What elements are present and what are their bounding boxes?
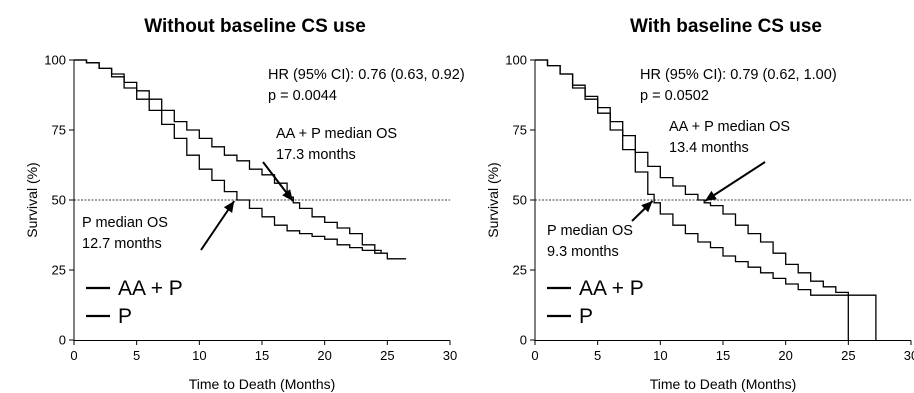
panel-2-chart-title: With baseline CS use [630, 16, 822, 37]
panel-1-legend-label: P [118, 305, 132, 328]
panel-1-y-tick-label: 50 [52, 193, 66, 208]
panel-2-x-tick-label: 30 [904, 348, 914, 363]
panel-1-aa-p-median-value: 17.3 months [276, 147, 356, 163]
panel-1-y-tick-label: 25 [52, 263, 66, 278]
panel-1-chart-title: Without baseline CS use [144, 16, 366, 37]
panel-2-aa-p-median-arrow [704, 161, 766, 202]
panel-2-y-axis-label: Survival (%) [485, 162, 501, 237]
panel-2-y-tick-label: 50 [513, 193, 527, 208]
panel-2-y-tick-label: 25 [513, 263, 527, 278]
panel-2-x-axis-label: Time to Death (Months) [650, 376, 797, 392]
panel-1-x-tick-label: 10 [192, 348, 206, 363]
panel-1-series-p-curve [74, 59, 407, 260]
panel-1-p-value-annotation: p = 0.0044 [268, 88, 337, 104]
panel-2-x-tick-label: 20 [778, 348, 792, 363]
panel-1-x-tick-label: 20 [317, 348, 331, 363]
panel-1-p-median-arrow-head [223, 201, 235, 213]
panel-1-x-tick-label: 0 [70, 348, 77, 363]
panel-2-p-median-label: P median OS [547, 223, 633, 239]
panel-1-x-tick-label: 5 [133, 348, 140, 363]
panel-2-series-p-curve [535, 59, 849, 340]
panel-1-p-median-value: 12.7 months [82, 236, 162, 252]
panel-1-legend-label: AA + P [118, 277, 183, 300]
panel-1-aa-p-median-arrow-head [282, 189, 293, 201]
panel-1-x-tick-label: 25 [380, 348, 394, 363]
panel-1-y-tick-label: 0 [59, 333, 66, 348]
panel-2-x-tick-label: 5 [594, 348, 601, 363]
panel-1-x-tick-label: 15 [255, 348, 269, 363]
panel-2-y-tick-label: 0 [520, 333, 527, 348]
panel-2-x-tick-label: 25 [841, 348, 855, 363]
panel-2-hr-annotation: HR (95% CI): 0.79 (0.62, 1.00) [640, 67, 837, 83]
panel-2-p-median-arrow-head [641, 201, 653, 213]
panel-1-x-tick-label: 30 [443, 348, 457, 363]
panel-1-x-axis-label: Time to Death (Months) [189, 376, 336, 392]
panel-1-p-median-label: P median OS [82, 215, 168, 231]
panel-2-legend-label: AA + P [579, 277, 644, 300]
panel-2-y-tick-label: 75 [513, 123, 527, 138]
panel-2-series-aa-p-curve [535, 59, 877, 340]
panel-2-legend-label: P [579, 305, 593, 328]
panel-1-y-tick-label: 100 [44, 53, 66, 68]
panel-2-aa-p-median-value: 13.4 months [669, 140, 749, 156]
panel-2-x-tick-label: 10 [653, 348, 667, 363]
panel-2-aa-p-median-arrow-head [704, 190, 717, 201]
panel-2-p-value-annotation: p = 0.0502 [640, 88, 709, 104]
panel-1-y-axis-label: Survival (%) [24, 162, 40, 237]
panel-1-hr-annotation: HR (95% CI): 0.76 (0.63, 0.92) [268, 67, 465, 83]
panel-1-y-tick-label: 75 [52, 123, 66, 138]
panel-2-y-tick-label: 100 [505, 53, 527, 68]
panel-2-aa-p-median-label: AA + P median OS [669, 119, 790, 135]
panel-2-x-tick-label: 0 [531, 348, 538, 363]
panel-2-x-tick-label: 15 [716, 348, 730, 363]
panel-2-p-median-value: 9.3 months [547, 244, 619, 260]
panel-1-aa-p-median-label: AA + P median OS [276, 126, 397, 142]
